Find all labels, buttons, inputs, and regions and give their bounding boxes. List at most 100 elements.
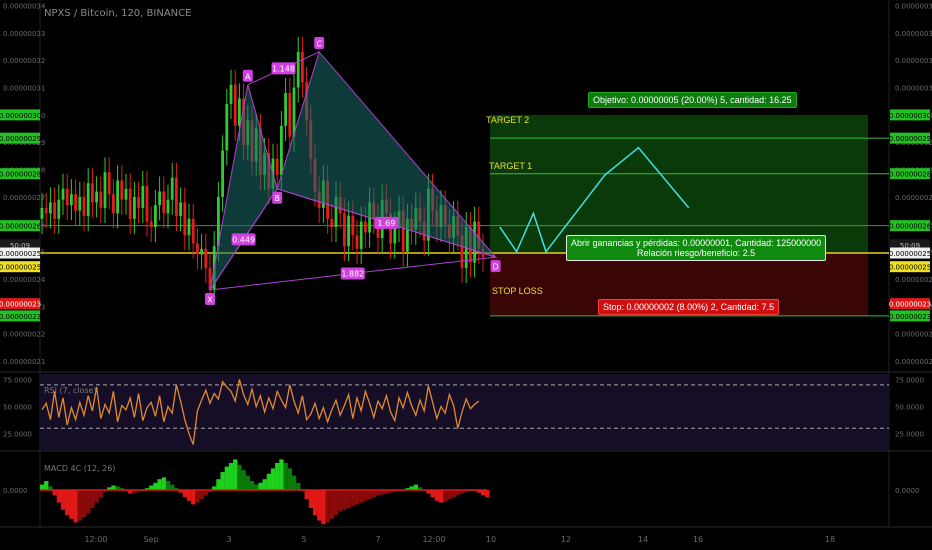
macd-bar bbox=[317, 490, 322, 521]
candle-body bbox=[406, 218, 409, 252]
candle-body bbox=[196, 243, 199, 255]
macd-bar bbox=[367, 490, 372, 499]
macd-bar bbox=[111, 485, 116, 490]
price-tick-left: 0.00000031 bbox=[3, 85, 45, 93]
macd-bar bbox=[203, 490, 208, 496]
candle-body bbox=[477, 221, 481, 249]
macd-bar bbox=[94, 490, 99, 503]
ratio-label: 0.449 bbox=[232, 235, 255, 244]
macd-bar bbox=[443, 490, 448, 502]
macd-title: MACD 4C (12, 26) bbox=[44, 464, 115, 473]
macd-bar bbox=[132, 490, 137, 493]
candle-body bbox=[82, 196, 86, 217]
price-tick-right: 0.00000024 bbox=[895, 276, 932, 284]
price-tag-label: 0.00000025 bbox=[889, 250, 931, 258]
candle-body bbox=[44, 207, 48, 214]
harmonic-point-marker bbox=[205, 292, 215, 305]
macd-bar bbox=[451, 490, 456, 498]
rsi-tick-right: 50.0000 bbox=[895, 404, 924, 412]
macd-bar bbox=[224, 466, 229, 490]
price-tick-right: 0.00000022 bbox=[895, 331, 932, 339]
ratio-badge bbox=[271, 62, 296, 75]
time-tick: 12:00 bbox=[84, 535, 107, 544]
macd-bar bbox=[476, 490, 481, 493]
candle-body bbox=[91, 183, 94, 203]
candle-body bbox=[149, 221, 153, 228]
candle-body bbox=[229, 84, 233, 104]
price-tag bbox=[0, 220, 40, 232]
candle-body bbox=[179, 202, 182, 217]
rsi-tick-right: 75.0000 bbox=[895, 376, 924, 384]
macd-bar bbox=[220, 472, 225, 490]
candle-body bbox=[334, 196, 338, 228]
candle-body bbox=[204, 248, 208, 269]
macd-bar bbox=[178, 490, 183, 493]
candle-body bbox=[292, 87, 296, 137]
time-tick: 12 bbox=[561, 535, 571, 544]
macd-bar bbox=[44, 481, 49, 490]
candle-body bbox=[61, 188, 65, 200]
ratio-label: 1.148 bbox=[272, 64, 295, 73]
ratio-badge bbox=[231, 233, 256, 246]
price-tick-left: 0.00000032 bbox=[3, 57, 45, 65]
time-tick: 7 bbox=[375, 535, 380, 544]
candle-body bbox=[74, 194, 77, 211]
price-tag bbox=[0, 310, 40, 322]
macd-bar bbox=[102, 490, 108, 492]
macd-bar bbox=[39, 484, 45, 490]
candle-body bbox=[65, 188, 69, 206]
macd-bar bbox=[165, 481, 171, 490]
price-tag bbox=[0, 132, 40, 144]
macd-bar bbox=[191, 490, 196, 505]
candle-body bbox=[183, 202, 187, 236]
target2-label: TARGET 2 bbox=[486, 115, 530, 125]
macd-bar bbox=[161, 477, 166, 490]
candle-body bbox=[107, 172, 111, 195]
macd-bar bbox=[363, 490, 368, 501]
candle-body bbox=[200, 248, 203, 255]
candle-body bbox=[70, 194, 73, 206]
macd-bar bbox=[144, 488, 150, 490]
candle-body bbox=[330, 218, 334, 228]
rsi-title: RSI (7, close) bbox=[44, 386, 97, 395]
macd-bar bbox=[69, 490, 74, 519]
macd-bar bbox=[321, 490, 326, 525]
macd-bar bbox=[258, 482, 263, 490]
candle-body bbox=[393, 227, 397, 244]
price-tick-left: 0.00000027 bbox=[3, 194, 45, 202]
macd-bar bbox=[48, 486, 53, 490]
rsi-tick-right: 25.0000 bbox=[895, 431, 924, 439]
macd-bar bbox=[291, 475, 297, 490]
macd-bar bbox=[459, 490, 465, 494]
profit-zone bbox=[490, 114, 868, 254]
stop-box: Stop: 0.00000002 (8.00%) 2, Cantidad: 7.… bbox=[598, 299, 780, 315]
price-tag bbox=[0, 247, 40, 259]
price-tag-label: 0.00000025 bbox=[0, 250, 41, 258]
price-tick-right: 0.00000034 bbox=[895, 2, 932, 10]
macd-bar bbox=[60, 490, 66, 510]
macd-bar bbox=[77, 490, 82, 521]
candle-body bbox=[145, 186, 149, 222]
harmonic-point-label: B bbox=[274, 194, 280, 203]
macd-bar bbox=[464, 490, 469, 492]
macd-bar bbox=[455, 490, 460, 496]
candle-body bbox=[137, 196, 140, 208]
price-tag-label: 0.00000025 bbox=[0, 264, 41, 272]
harmonic-point-marker bbox=[314, 36, 325, 49]
price-tick-left: 0.00000033 bbox=[3, 30, 45, 38]
stop-loss-label: STOP LOSS bbox=[492, 286, 543, 296]
candle-body bbox=[280, 125, 283, 176]
macd-bar bbox=[329, 490, 334, 519]
candle-body bbox=[128, 188, 132, 219]
macd-bar bbox=[86, 490, 91, 514]
macd-bar bbox=[270, 468, 276, 490]
price-tag bbox=[890, 239, 930, 251]
candle-body bbox=[141, 186, 145, 208]
macd-bar bbox=[65, 490, 70, 516]
price-tick-left: 0.00000024 bbox=[3, 276, 46, 284]
harmonic-point-marker bbox=[272, 191, 283, 204]
macd-bar bbox=[153, 482, 158, 490]
chart-title: NPXS / Bitcoin, 120, BINANCE bbox=[44, 8, 192, 19]
macd-bar bbox=[128, 490, 133, 494]
